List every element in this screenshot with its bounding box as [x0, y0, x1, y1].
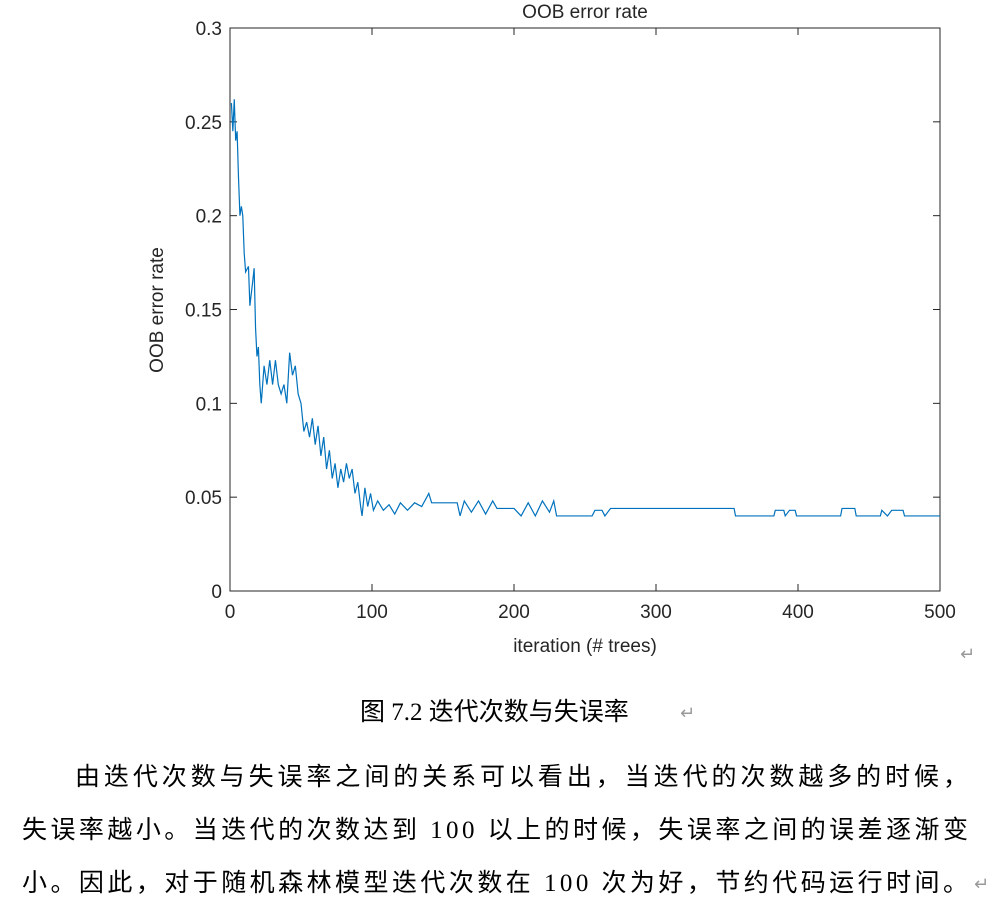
- x-tick-label: 200: [498, 602, 530, 623]
- y-tick-label: 0.1: [196, 394, 222, 415]
- y-tick-label: 0.05: [185, 488, 222, 509]
- paragraph-line: 由迭代次数与失误率之间的关系可以看出，当迭代的次数越多的时候，: [75, 763, 968, 791]
- chart-title: OOB error rate: [522, 2, 648, 23]
- paragraph-mark: ↵: [974, 874, 989, 895]
- paragraph-mark: ↵: [680, 703, 695, 724]
- paragraph-line: 小。因此，对于随机森林模型迭代次数在 100 次为好，节约代码运行时间。: [22, 869, 968, 897]
- data-line: [230, 99, 940, 518]
- y-axis-label: OOB error rate: [147, 247, 168, 373]
- y-tick-label: 0.2: [196, 207, 222, 228]
- figure-caption: 图 7.2 迭代次数与失误率: [360, 698, 629, 726]
- y-tick-label: 0.15: [185, 301, 222, 322]
- x-axis-label: iteration (# trees): [513, 636, 657, 657]
- axes-box: [229, 27, 941, 592]
- x-tick-label: 400: [782, 602, 814, 623]
- paragraph-mark: ↵: [960, 644, 975, 665]
- x-tick-label: 500: [924, 602, 956, 623]
- x-tick-label: 0: [225, 602, 236, 623]
- y-tick-label: 0.3: [196, 19, 222, 40]
- x-tick-label: 100: [356, 602, 388, 623]
- paragraph-line: 失误率越小。当迭代的次数达到 100 以上的时候，失误率之间的误差逐渐变: [22, 816, 968, 844]
- y-tick-label: 0: [211, 582, 222, 603]
- y-tick-label: 0.25: [185, 113, 222, 134]
- x-tick-label: 300: [640, 602, 672, 623]
